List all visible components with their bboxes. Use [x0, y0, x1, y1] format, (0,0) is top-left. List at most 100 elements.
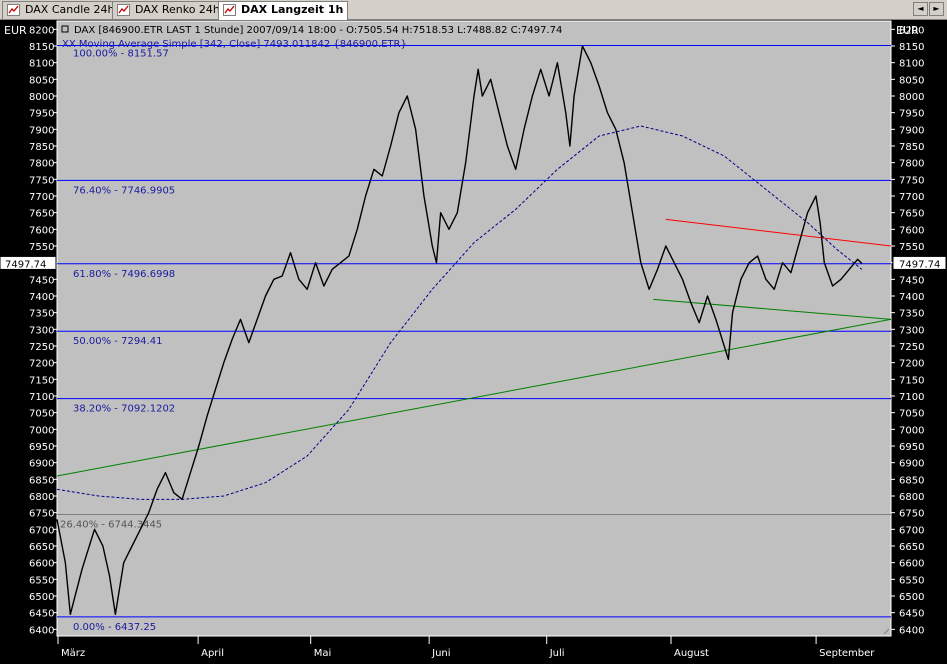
resize-grip-icon[interactable]: [883, 628, 890, 635]
y-axis-left: 6400 6450 6500 6550 6600 6650 6700 6750 6800 6850…: [29, 25, 57, 636]
y-tick-label: 7900: [29, 125, 54, 136]
y-tick-label: 7000: [29, 425, 54, 436]
y-tick-label: 8100: [29, 59, 54, 70]
x-tick-label: September: [819, 648, 875, 659]
fib-levels: 100.00% - 8151.57 76.40% - 7746.9905 61.80…: [57, 44, 891, 633]
fib-level-label: 61.80% - 7496.6998: [73, 269, 175, 280]
y-tick-label: 8150: [899, 42, 924, 53]
y-tick-label: 6700: [899, 525, 924, 536]
red-trendline: [665, 218, 892, 247]
x-axis: März April Mai Juni Juli August September: [57, 636, 875, 659]
moving-average-line: [56, 125, 863, 500]
green-trendline: [56, 318, 892, 477]
x-tick-label: Juni: [431, 648, 450, 659]
last-price-left: 7497.74: [5, 259, 46, 270]
tab-label: DAX Renko 24h: [135, 3, 220, 16]
y-tick-label: 7600: [29, 225, 54, 236]
tab-dax-candle-24h[interactable]: DAX Candle 24h: [2, 1, 120, 19]
series-toggle-icon[interactable]: [61, 25, 69, 33]
y-tick-label: 6950: [29, 442, 54, 453]
y-tick-label: 6650: [29, 542, 54, 553]
y-tick-label: 8050: [29, 75, 54, 86]
y-tick-label: 7700: [899, 192, 924, 203]
y-tick-label: 7850: [29, 142, 54, 153]
y-tick-label: 6750: [29, 509, 54, 520]
y-tick-label: 6800: [899, 492, 924, 503]
tab-bar: DAX Candle 24h DAX Renko 24h DAX Langzei…: [0, 0, 947, 20]
y-tick-label: 6900: [899, 459, 924, 470]
chart: EUR EUR 100.00% - 8151.57 76.40% - 7746.9…: [0, 20, 947, 659]
y-tick-label: 6500: [899, 592, 924, 603]
y-tick-label: 7350: [29, 309, 54, 320]
fib-level-label: 76.40% - 7746.9905: [73, 185, 175, 196]
fib-level-label: 38.20% - 7092.1202: [73, 404, 175, 415]
y-tick-label: 8100: [899, 59, 924, 70]
series: [56, 45, 863, 616]
y-tick-label: 7950: [899, 109, 924, 120]
last-price-box-right: [892, 255, 947, 270]
tab-dax-langzeit-1h[interactable]: DAX Langzeit 1h: [218, 1, 349, 20]
y-tick-label: 7400: [29, 292, 54, 303]
chart-icon: [7, 4, 20, 16]
y-tick-label: 8150: [29, 42, 54, 53]
y-tick-label: 7250: [899, 342, 924, 353]
header-line-1: DAX [846900.ETR LAST 1 Stunde] 2007/09/1…: [74, 25, 562, 36]
y-tick-label: 6450: [29, 609, 54, 620]
fib-level-label: 100.00% - 8151.57: [73, 48, 169, 59]
y-tick-label: 7100: [29, 392, 54, 403]
fib-level-label: 50.00% - 7294.41: [73, 336, 162, 347]
y-tick-label: 7550: [899, 242, 924, 253]
currency-left: EUR: [4, 24, 27, 37]
y-tick-label: 6600: [899, 559, 924, 570]
y-tick-label: 7050: [29, 409, 54, 420]
tab-scroll-left-button[interactable]: ◄: [913, 2, 928, 16]
last-price-markers: 7497.74 7497.74: [0, 255, 947, 270]
y-tick-label: 6650: [899, 542, 924, 553]
y-tick-label: 6850: [29, 475, 54, 486]
x-tick-label: August: [674, 648, 709, 659]
y-tick-label: 8050: [899, 75, 924, 86]
y-tick-label: 6500: [29, 592, 54, 603]
plot-area[interactable]: [56, 20, 892, 637]
y-tick-label: 8000: [899, 92, 924, 103]
y-tick-label: 7050: [899, 409, 924, 420]
y-tick-label: 6900: [29, 459, 54, 470]
y-tick-label: 7200: [29, 359, 54, 370]
tab-scroll-right-button[interactable]: ►: [929, 2, 944, 16]
y-tick-label: 8200: [899, 25, 924, 36]
y-tick-label: 8000: [29, 92, 54, 103]
y-tick-label: 8200: [29, 25, 54, 36]
y-tick-label: 7000: [899, 425, 924, 436]
tab-label: DAX Candle 24h: [25, 3, 115, 16]
tab-dax-renko-24h[interactable]: DAX Renko 24h: [112, 1, 225, 19]
y-tick-label: 7400: [899, 292, 924, 303]
chart-icon: [223, 4, 236, 16]
y-tick-label: 7950: [29, 109, 54, 120]
currency-right: EUR: [896, 24, 919, 37]
y-tick-label: 7700: [29, 192, 54, 203]
header-line-2: XX Moving Average Simple [342, Close] 74…: [62, 39, 407, 50]
trendlines: [56, 218, 892, 477]
y-tick-label: 7150: [29, 375, 54, 386]
y-tick-label: 7200: [899, 359, 924, 370]
y-tick-label: 6850: [899, 475, 924, 486]
y-axis-right: 6400 6450 6500 6550 6600 6650 6700 6750 6800 6850…: [891, 25, 924, 636]
x-tick-label: April: [201, 648, 224, 659]
y-tick-label: 7900: [899, 125, 924, 136]
fib-level-label: 0.00% - 6437.25: [73, 622, 156, 633]
y-tick-label: 7300: [899, 325, 924, 336]
y-tick-label: 7800: [29, 159, 54, 170]
y-tick-label: 6750: [899, 509, 924, 520]
y-tick-label: 6950: [899, 442, 924, 453]
last-price-box-left: [0, 255, 57, 270]
chart-icon: [117, 4, 130, 16]
y-tick-label: 6800: [29, 492, 54, 503]
y-tick-label: 7650: [899, 209, 924, 220]
green-trendline: [653, 298, 892, 320]
y-tick-label: 6700: [29, 525, 54, 536]
last-price-right: 7497.74: [899, 259, 940, 270]
y-tick-label: 7350: [899, 309, 924, 320]
y-tick-label: 6600: [29, 559, 54, 570]
y-tick-label: 6450: [899, 609, 924, 620]
y-tick-label: 7150: [899, 375, 924, 386]
